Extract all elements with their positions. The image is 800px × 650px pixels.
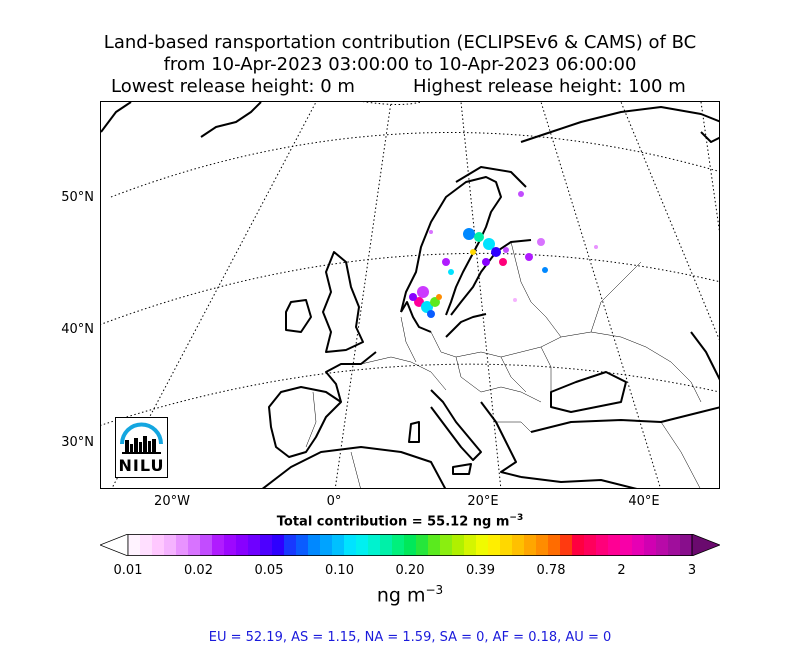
colorbar-swatch <box>356 534 369 556</box>
colorbar-swatch <box>224 534 237 556</box>
colorbar-swatch <box>152 534 165 556</box>
nilu-logo-graphic <box>120 422 163 454</box>
total-contribution-exponent: −3 <box>509 513 524 523</box>
colorbar-tick-label: 2 <box>617 563 626 578</box>
colorbar-over-arrow <box>691 533 722 557</box>
colorbar-tick-label: 0.01 <box>113 563 143 578</box>
colorbar-swatch <box>452 534 465 556</box>
nilu-logo: NILU <box>115 417 168 478</box>
colorbar-swatch <box>668 534 681 556</box>
coastlines <box>101 102 719 488</box>
colorbar-under-arrow <box>98 533 129 557</box>
colorbar-tick-label: 0.39 <box>466 563 495 578</box>
title-line-3-right: Highest release height: 100 m <box>413 76 686 97</box>
colorbar-swatch <box>428 534 441 556</box>
map-panel <box>100 101 720 489</box>
colorbar-swatch <box>476 534 489 556</box>
lat-label-30n: 30°N <box>61 435 94 450</box>
colorbar-swatch <box>368 534 381 556</box>
colorbar-swatch <box>524 534 537 556</box>
colorbar-swatch <box>344 534 357 556</box>
colorbar-swatch <box>404 534 417 556</box>
colorbar-swatch <box>260 534 273 556</box>
colorbar-tick-label: 0.78 <box>536 563 566 578</box>
colorbar-swatch <box>308 534 321 556</box>
colorbar-swatch <box>548 534 561 556</box>
colorbar-swatch <box>176 534 189 556</box>
total-contribution-text: Total contribution = 55.12 ng m <box>276 514 510 530</box>
colorbar-swatch <box>212 534 225 556</box>
colorbar-swatch <box>620 534 633 556</box>
colorbar-swatch <box>248 534 261 556</box>
colorbar-swatch <box>380 534 393 556</box>
colorbar-swatch <box>596 534 609 556</box>
colorbar-swatch <box>200 534 213 556</box>
colorbar-swatch <box>500 534 513 556</box>
colorbar-swatch <box>296 534 309 556</box>
colorbar-swatch <box>536 534 549 556</box>
total-contribution: Total contribution = 55.12 ng m−3 <box>0 513 800 529</box>
colorbar-outline <box>127 534 693 556</box>
colorbar-tick-label: 0.02 <box>184 563 213 578</box>
title-line-2: from 10-Apr-2023 03:00:00 to 10-Apr-2023… <box>163 54 637 75</box>
lon-label-20w: 20°W <box>154 494 190 509</box>
title-line-3-left: Lowest release height: 0 m <box>111 76 355 97</box>
colorbar-swatch <box>332 534 345 556</box>
colorbar-swatch <box>416 534 429 556</box>
colorbar-unit: ng m−3 <box>0 583 800 606</box>
colorbar-swatch <box>656 534 669 556</box>
colorbar-unit-exponent: −3 <box>425 583 444 597</box>
colorbar-swatch <box>284 534 297 556</box>
lat-label-40n: 40°N <box>61 322 94 337</box>
nilu-logo-text: NILU <box>118 456 165 475</box>
colorbar-swatch <box>128 534 141 556</box>
colorbar-swatch <box>440 534 453 556</box>
colorbar-swatch <box>320 534 333 556</box>
contribution-plume <box>409 191 598 318</box>
colorbar-tick-label: 3 <box>687 563 697 578</box>
colorbar-svg <box>98 533 722 557</box>
colorbar-swatch <box>272 534 285 556</box>
lon-label-20e: 20°E <box>467 494 499 509</box>
lon-label-40e: 40°E <box>628 494 660 509</box>
colorbar-swatch <box>464 534 477 556</box>
colorbar-swatch <box>188 534 201 556</box>
country-borders <box>305 241 702 488</box>
lat-label-50n: 50°N <box>61 190 94 205</box>
colorbar-swatch <box>632 534 645 556</box>
colorbar-tick-label: 0.05 <box>254 563 284 578</box>
colorbar-swatch <box>560 534 573 556</box>
region-contributions: EU = 52.19, AS = 1.15, NA = 1.59, SA = 0… <box>208 630 612 645</box>
colorbar-swatch <box>584 534 597 556</box>
colorbar-swatch <box>680 534 693 556</box>
colorbar-tick-label: 0.20 <box>395 563 425 578</box>
colorbar-swatch <box>236 534 249 556</box>
lon-label-0: 0° <box>326 494 342 509</box>
colorbar-swatch <box>572 534 585 556</box>
colorbar-swatch <box>608 534 621 556</box>
colorbar-unit-text: ng m <box>376 584 426 607</box>
colorbar-swatch <box>644 534 657 556</box>
colorbar-swatch <box>488 534 501 556</box>
colorbar-swatch <box>140 534 153 556</box>
colorbar-swatch <box>392 534 405 556</box>
colorbar-tick-label: 0.10 <box>325 563 354 578</box>
colorbar-swatch <box>512 534 525 556</box>
map-svg <box>101 102 719 488</box>
colorbar-swatch <box>164 534 177 556</box>
colorbar <box>98 533 722 557</box>
title-line-1: Land-based ransportation contribution (E… <box>103 32 697 53</box>
